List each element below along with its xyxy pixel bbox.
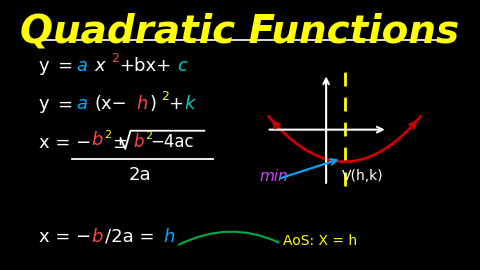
Text: =: =: [58, 56, 72, 75]
Text: k: k: [185, 95, 195, 113]
Text: min: min: [260, 169, 288, 184]
Text: b: b: [92, 131, 103, 149]
Text: 2a: 2a: [129, 166, 151, 184]
Text: b: b: [133, 133, 144, 151]
Text: =: =: [58, 95, 72, 113]
Text: Quadratic Functions: Quadratic Functions: [21, 12, 459, 50]
Text: a: a: [76, 56, 87, 75]
Text: 2: 2: [104, 130, 111, 140]
Text: V(h,k): V(h,k): [342, 169, 384, 183]
Text: c: c: [178, 56, 188, 75]
Text: b: b: [92, 228, 103, 245]
Text: AoS: X = h: AoS: X = h: [283, 234, 357, 248]
FancyArrowPatch shape: [179, 232, 278, 245]
Text: 2: 2: [111, 52, 119, 65]
Text: x = −: x = −: [39, 134, 91, 152]
Text: 2: 2: [161, 90, 169, 103]
Text: (x−: (x−: [95, 95, 127, 113]
Text: a: a: [76, 95, 87, 113]
Text: x: x: [95, 56, 105, 75]
Text: +bx+: +bx+: [119, 56, 171, 75]
Text: y: y: [39, 95, 55, 113]
Text: y: y: [39, 56, 55, 75]
Text: x = −: x = −: [39, 228, 91, 245]
Text: ±: ±: [112, 134, 127, 152]
Text: 2: 2: [145, 130, 152, 140]
Text: /2a =: /2a =: [105, 228, 160, 245]
Text: −4ac: −4ac: [151, 133, 194, 151]
Text: +: +: [168, 95, 183, 113]
Text: h: h: [163, 228, 174, 245]
Text: ): ): [150, 95, 157, 113]
Text: h: h: [137, 95, 148, 113]
